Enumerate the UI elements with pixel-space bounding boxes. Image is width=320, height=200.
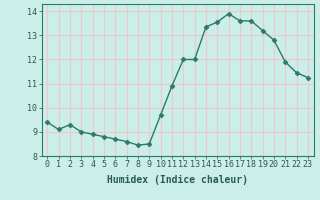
X-axis label: Humidex (Indice chaleur): Humidex (Indice chaleur) xyxy=(107,175,248,185)
